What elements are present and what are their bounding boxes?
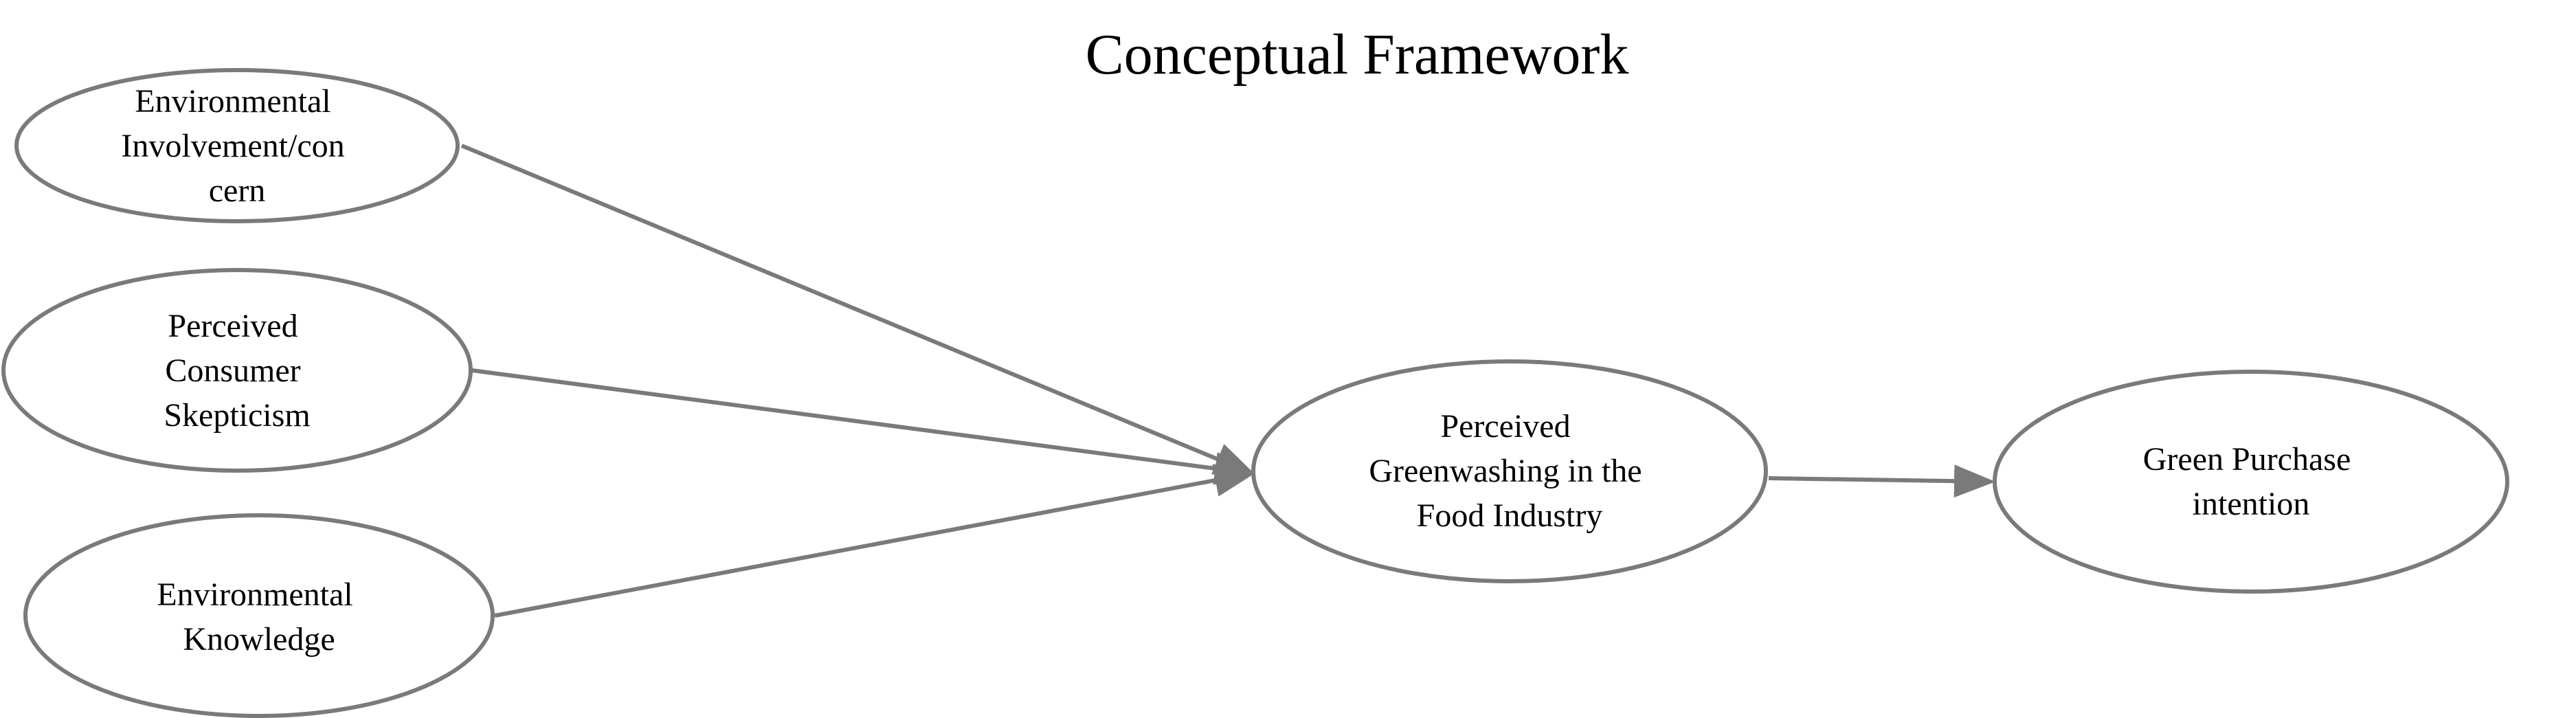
node-label-line: Environmental: [157, 576, 352, 613]
edge-env-knowledge-to-greenwashing: [494, 464, 1256, 618]
node-label: Green Purchase intention: [2143, 441, 2360, 522]
node-label-line: Knowledge: [183, 621, 335, 658]
node-perceived-greenwashing: Perceived Greenwashing in the Food Indus…: [1251, 359, 1768, 583]
node-green-purchase-intention: Green Purchase intention: [1993, 370, 2509, 594]
node-label-line: Consumer: [165, 352, 300, 389]
node-label: Perceived Greenwashing in the Food Indus…: [1369, 408, 1650, 534]
edge-env-concern-to-greenwashing: [460, 144, 1256, 475]
node-label-line: Green Purchase: [2143, 441, 2351, 478]
node-label-line: Environmental: [135, 83, 331, 120]
node-ellipse: [14, 68, 460, 223]
node-label-line: intention: [2193, 486, 2310, 522]
node-label-line: Perceived: [1440, 408, 1570, 445]
diagram-title: Conceptual Framework: [1086, 23, 1629, 87]
node-environmental-involvement-concern: Environmental Involvement/con cern: [14, 68, 460, 223]
node-ellipse: [1, 268, 473, 473]
node-label-line: Food Industry: [1417, 497, 1603, 534]
node-label-line: Involvement/con: [121, 128, 344, 164]
node-label-line: cern: [209, 172, 266, 209]
node-environmental-knowledge: Environmental Knowledge: [23, 513, 495, 718]
node-ellipse: [23, 513, 495, 718]
node-ellipse: [1251, 359, 1768, 583]
node-ellipse: [1993, 370, 2509, 594]
node-label-line: Skepticism: [164, 397, 310, 434]
edge-skepticism-to-greenwashing: [471, 368, 1256, 485]
node-label: Environmental Knowledge: [157, 576, 361, 658]
node-label: Environmental Involvement/con cern: [121, 83, 352, 209]
node-perceived-consumer-skepticism: Perceived Consumer Skepticism: [1, 268, 473, 473]
node-label-line: Perceived: [168, 308, 298, 344]
node-label-line: Greenwashing in the: [1369, 453, 1642, 489]
node-label: Perceived Consumer Skepticism: [164, 308, 310, 434]
edge-greenwashing-to-purchase-intention: [1768, 464, 1995, 498]
